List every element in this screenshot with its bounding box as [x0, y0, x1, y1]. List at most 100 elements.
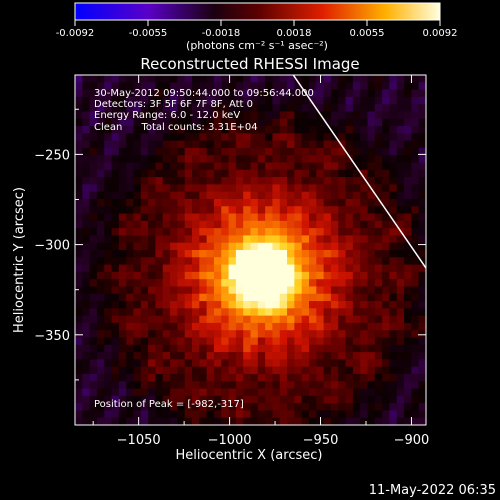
heatmap-cell	[228, 264, 237, 273]
heatmap-cell	[82, 264, 91, 273]
heatmap-cell	[243, 308, 252, 317]
heatmap-cell	[330, 82, 339, 91]
heatmap-cell	[170, 250, 178, 258]
heatmap-cell	[330, 104, 339, 113]
heatmap-cell	[330, 177, 339, 185]
heatmap-cell	[118, 417, 127, 425]
heatmap-cell	[140, 75, 149, 83]
heatmap-cell	[221, 279, 230, 288]
heatmap-cell	[316, 213, 325, 222]
heatmap-cell	[389, 337, 398, 346]
heatmap-cell	[118, 198, 127, 207]
heatmap-cell	[250, 96, 259, 105]
heatmap-cell	[148, 286, 157, 295]
heatmap-cell	[374, 169, 383, 178]
heatmap-cell	[75, 82, 83, 91]
heatmap-cell	[382, 118, 391, 127]
colorbar-tick-label: -0.0092	[56, 28, 95, 39]
heatmap-cell	[257, 395, 266, 404]
heatmap-cell	[104, 213, 113, 222]
heatmap-cell	[170, 301, 178, 309]
heatmap-cell	[184, 89, 193, 98]
heatmap-cell	[374, 271, 383, 280]
heatmap-cell	[140, 293, 149, 302]
heatmap-cell	[301, 344, 310, 353]
heatmap-cell	[301, 315, 310, 324]
heatmap-cell	[177, 403, 186, 412]
heatmap-cell	[352, 140, 361, 149]
heatmap-cell	[111, 373, 120, 382]
heatmap-cell	[352, 96, 361, 105]
heatmap-cell	[126, 242, 135, 251]
heatmap-cell	[396, 279, 405, 288]
heatmap-cell	[418, 133, 426, 142]
heatmap-cell	[228, 417, 237, 425]
heatmap-cell	[352, 366, 361, 375]
heatmap-cell	[148, 111, 157, 120]
heatmap-cell	[155, 344, 164, 353]
heatmap-cell	[133, 293, 142, 302]
heatmap-cell	[330, 155, 339, 164]
heatmap-cell	[345, 104, 354, 113]
heatmap-cell	[192, 133, 200, 142]
heatmap-cell	[309, 96, 317, 105]
heatmap-cell	[192, 104, 200, 113]
heatmap-cell	[257, 344, 266, 353]
heatmap-cell	[126, 388, 135, 397]
heatmap-cell	[148, 344, 157, 353]
heatmap-cell	[301, 82, 310, 91]
heatmap-cell	[75, 410, 83, 419]
heatmap-cell	[418, 206, 426, 215]
heatmap-cell	[228, 250, 237, 258]
heatmap-cell	[82, 330, 91, 339]
heatmap-cell	[418, 82, 426, 91]
heatmap-cell	[257, 213, 266, 222]
heatmap-cell	[360, 352, 369, 360]
heatmap-cell	[162, 118, 171, 127]
heatmap-cell	[96, 169, 105, 178]
heatmap-cell	[162, 126, 171, 134]
heatmap-cell	[287, 250, 295, 258]
heatmap-cell	[184, 169, 193, 178]
heatmap-cell	[184, 191, 193, 200]
heatmap-cell	[155, 366, 164, 375]
heatmap-cell	[338, 147, 347, 156]
heatmap-cell	[323, 250, 332, 258]
heatmap-cell	[250, 191, 259, 200]
heatmap-cell	[257, 198, 266, 207]
heatmap-cell	[126, 381, 135, 390]
heatmap-cell	[301, 198, 310, 207]
heatmap-cell	[206, 75, 215, 83]
heatmap-cell	[126, 403, 135, 412]
heatmap-cell	[265, 118, 274, 127]
heatmap-cell	[287, 344, 295, 353]
heatmap-cell	[133, 279, 142, 288]
heatmap-cell	[118, 104, 127, 113]
heatmap-cell	[411, 118, 420, 127]
heatmap-cell	[338, 381, 347, 390]
heatmap-cell	[170, 191, 178, 200]
heatmap-cell	[192, 213, 200, 222]
heatmap-cell	[75, 206, 83, 215]
heatmap-cell	[367, 162, 376, 171]
heatmap-cell	[235, 191, 244, 200]
heatmap-cell	[338, 395, 347, 404]
heatmap-cell	[162, 279, 171, 288]
heatmap-cell	[126, 191, 135, 200]
heatmap-cell	[104, 308, 113, 317]
heatmap-cell	[199, 191, 208, 200]
heatmap-cell	[367, 322, 376, 331]
heatmap-cell	[279, 301, 288, 309]
heatmap-cell	[199, 75, 208, 83]
heatmap-cell	[177, 155, 186, 164]
heatmap-cell	[287, 220, 295, 229]
heatmap-cell	[192, 206, 200, 215]
heatmap-cell	[243, 111, 252, 120]
heatmap-cell	[213, 111, 222, 120]
heatmap-cell	[206, 250, 215, 258]
heatmap-cell	[96, 111, 105, 120]
heatmap-cell	[367, 242, 376, 251]
heatmap-cell	[294, 126, 303, 134]
heatmap-cell	[118, 395, 127, 404]
heatmap-cell	[89, 344, 98, 353]
